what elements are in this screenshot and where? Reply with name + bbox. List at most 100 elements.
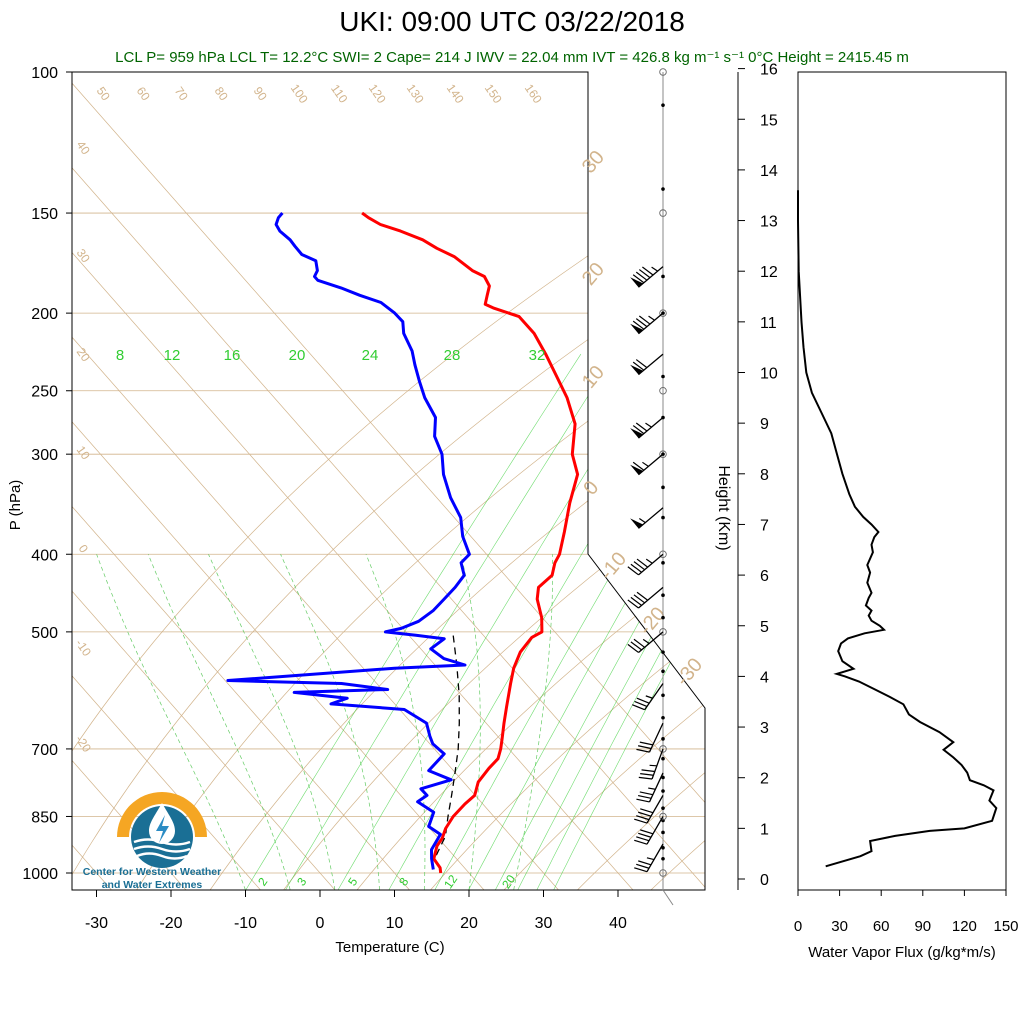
y-tick-label: 150	[31, 206, 58, 223]
barb-half-flag	[646, 857, 655, 861]
barb-flag	[632, 361, 645, 371]
dry-adiabat-label: 120	[366, 81, 389, 106]
mixing-ratio-line	[337, 353, 660, 890]
dry-adiabat-label: 100	[288, 81, 311, 106]
isotherm-line	[72, 79, 187, 890]
dry-adiabat-label: 50	[94, 84, 113, 103]
y-tick-label: 1000	[22, 866, 58, 883]
wind-barb	[630, 353, 664, 376]
x-axis-label: Temperature (C)	[335, 939, 444, 956]
barb-shaft	[648, 722, 664, 753]
wvf-x-tick-label: 60	[873, 918, 890, 935]
x-tick-label: 30	[535, 915, 553, 932]
barb-shaft	[638, 266, 664, 288]
mixing-ratio-label: 8	[116, 347, 124, 364]
moist-adiabat-line	[365, 554, 426, 890]
dry-adiabat-line	[136, 73, 705, 890]
parcel-path-line	[435, 635, 460, 856]
logo-caption-line1: Center for Western Weather	[82, 866, 222, 878]
isotherm-line	[72, 79, 634, 890]
wind-barb	[636, 722, 664, 753]
y-tick-label: 400	[31, 547, 58, 564]
isotherm-label: -20	[635, 603, 670, 639]
barb-shaft	[638, 312, 664, 335]
barb-flag	[632, 425, 645, 435]
height-tick-label: 6	[760, 568, 769, 585]
mixing-ratio-line	[517, 353, 705, 890]
barb-flag	[634, 818, 648, 824]
dry-adiabat-label: 90	[251, 84, 270, 103]
isotherm-label: -10	[596, 548, 631, 584]
barb-level-dot	[661, 187, 665, 191]
y-tick-label: 100	[31, 65, 58, 82]
barb-half-flag	[642, 638, 650, 644]
barb-shaft	[638, 631, 664, 653]
isotherm-label: 0	[579, 477, 603, 500]
height-tick-label: 5	[760, 619, 769, 636]
barb-shaft	[638, 507, 664, 529]
height-axis-label: Height (Km)	[715, 465, 732, 550]
barb-flag	[627, 566, 639, 576]
calm-wind-circle	[659, 745, 667, 753]
barb-level-dot	[661, 274, 665, 279]
x-tick-label: -20	[159, 915, 182, 932]
calm-wind-circle	[659, 628, 667, 636]
barb-flag	[635, 359, 648, 369]
calm-wind-circle	[659, 450, 667, 458]
moist-adiabat-line	[208, 554, 336, 890]
wind-barb-column	[627, 68, 674, 906]
calm-wind-circle	[659, 209, 667, 217]
wvf-x-tick-label: 30	[831, 918, 848, 935]
barb-flag	[636, 558, 649, 568]
x-tick-label: 20	[460, 915, 478, 932]
isotherm-label: 10	[578, 362, 609, 393]
left-adiabat-label: -20	[73, 733, 95, 756]
calm-wind-circle	[659, 68, 667, 76]
barb-shaft	[646, 843, 664, 873]
dry-adiabat-line	[577, 73, 705, 890]
barb-flag	[637, 794, 652, 799]
barb-level-dot	[661, 830, 665, 835]
calm-wind-circle	[659, 309, 667, 317]
dry-adiabat-line	[798, 74, 1024, 890]
barb-level-dot	[661, 593, 665, 598]
barb-flag	[640, 829, 654, 835]
isotherm-line	[72, 79, 559, 890]
wind-barb	[630, 266, 664, 288]
barb-flag	[633, 594, 645, 604]
height-tick-label: 15	[760, 112, 778, 129]
isotherm-line	[72, 79, 261, 890]
left-adiabat-label: 40	[74, 138, 93, 157]
height-tick-label: 13	[760, 214, 778, 231]
height-tick-label: 9	[760, 416, 769, 433]
barb-flag	[630, 596, 642, 606]
isotherm-label: 20	[578, 259, 609, 290]
barb-flag	[630, 563, 642, 573]
height-tick-label: 10	[760, 366, 778, 383]
barb-half-flag	[645, 558, 653, 564]
barb-staff-axis-tail	[662, 889, 674, 906]
barb-half-flag	[645, 422, 652, 428]
barb-flag	[642, 266, 654, 276]
barb-level-dot	[661, 737, 665, 741]
dry-adiabat-label: 60	[134, 84, 153, 103]
barb-pennant	[630, 364, 644, 375]
barb-flag	[636, 697, 650, 704]
y-tick-label: 700	[31, 742, 58, 759]
skew-t-profiles	[226, 211, 580, 874]
barb-level-dot	[661, 650, 665, 654]
barb-flag	[630, 641, 642, 651]
cw3e-logo	[117, 792, 207, 868]
barb-shaft	[646, 795, 664, 824]
mixing-ratio-line	[245, 353, 582, 890]
barb-flag	[634, 700, 648, 707]
barb-flag	[638, 860, 652, 866]
barb-half-flag	[651, 266, 658, 272]
left-adiabat-label: 30	[74, 246, 93, 265]
dry-adiabat-label: 110	[328, 82, 351, 106]
barb-flag	[632, 461, 645, 471]
barb-level-dot	[661, 615, 665, 620]
barb-flag	[640, 808, 654, 814]
barb-flag	[637, 745, 652, 750]
